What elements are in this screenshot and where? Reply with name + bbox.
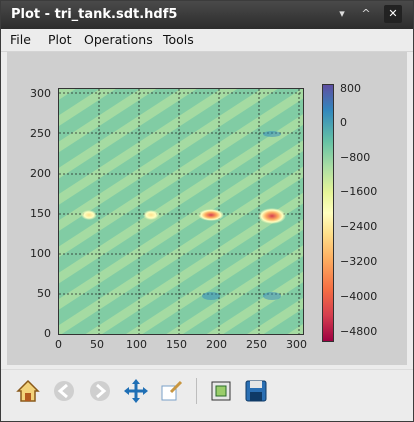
colorbar-tick: −800 bbox=[340, 151, 371, 164]
heatmap-plot[interactable] bbox=[58, 88, 304, 335]
y-tick: 300 bbox=[30, 87, 51, 100]
y-tick: 50 bbox=[37, 287, 51, 300]
x-tick: 150 bbox=[166, 338, 187, 351]
menu-tools[interactable]: Tools bbox=[163, 32, 194, 47]
toolbar-separator bbox=[196, 378, 197, 404]
x-tick: 100 bbox=[126, 338, 147, 351]
x-tick: 300 bbox=[286, 338, 307, 351]
pan-icon[interactable] bbox=[123, 378, 149, 404]
configure-subplots-icon[interactable] bbox=[159, 378, 185, 404]
zoom-rect-icon[interactable] bbox=[208, 378, 234, 404]
toolbar bbox=[1, 369, 413, 414]
x-tick: 200 bbox=[206, 338, 227, 351]
hotspot-3 bbox=[198, 209, 224, 221]
save-icon[interactable] bbox=[243, 378, 269, 404]
y-tick: 150 bbox=[30, 207, 51, 220]
x-tick: 250 bbox=[246, 338, 267, 351]
menu-operations[interactable]: Operations bbox=[84, 32, 153, 47]
close-icon[interactable]: ✕ bbox=[384, 5, 402, 23]
heatmap-image bbox=[59, 89, 303, 334]
colorbar-tick: −2400 bbox=[340, 220, 378, 233]
y-tick: 0 bbox=[44, 327, 51, 340]
hotspot-4 bbox=[258, 208, 286, 224]
forward-icon[interactable] bbox=[87, 378, 113, 404]
colorbar-tick: −1600 bbox=[340, 185, 378, 198]
maximize-icon[interactable]: ^ bbox=[361, 7, 371, 20]
home-icon[interactable] bbox=[15, 378, 41, 404]
y-tick: 250 bbox=[30, 127, 51, 140]
x-tick: 0 bbox=[55, 338, 62, 351]
menu-file[interactable]: File bbox=[10, 32, 31, 47]
y-tick: 100 bbox=[30, 247, 51, 260]
colorbar-tick: −3200 bbox=[340, 255, 378, 268]
window-title: Plot - tri_tank.sdt.hdf5 bbox=[11, 7, 178, 22]
colorbar-tick: 800 bbox=[340, 82, 361, 95]
hotspot-2 bbox=[143, 210, 159, 220]
title-bar: Plot - tri_tank.sdt.hdf5 ▾ ^ ✕ bbox=[1, 1, 413, 29]
y-tick: 200 bbox=[30, 167, 51, 180]
dropdown-icon[interactable]: ▾ bbox=[339, 7, 345, 20]
menu-bar: File Plot Operations Tools bbox=[1, 29, 413, 52]
colorbar bbox=[322, 84, 334, 342]
colorbar-tick: −4000 bbox=[340, 290, 378, 303]
menu-plot[interactable]: Plot bbox=[48, 32, 72, 47]
colorbar-tick: 0 bbox=[340, 116, 347, 129]
hotspot-1 bbox=[81, 210, 97, 220]
back-icon[interactable] bbox=[51, 378, 77, 404]
colorbar-tick: −4800 bbox=[340, 325, 378, 338]
x-tick: 50 bbox=[90, 338, 104, 351]
